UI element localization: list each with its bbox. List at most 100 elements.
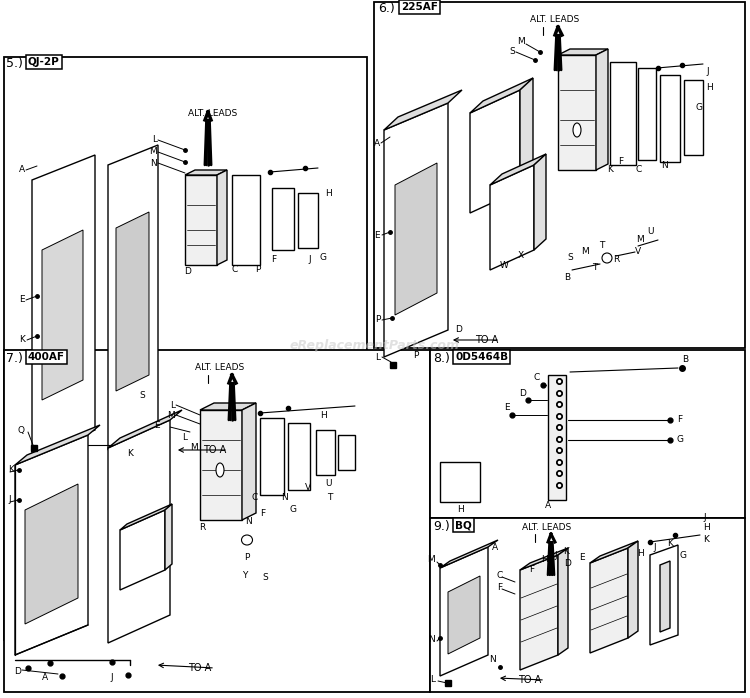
Text: J: J	[111, 674, 113, 683]
Polygon shape	[15, 425, 100, 465]
Text: F: F	[618, 158, 623, 167]
Text: M: M	[636, 235, 644, 244]
Text: H: H	[320, 410, 327, 419]
Polygon shape	[200, 403, 256, 410]
Bar	[374, 2, 745, 348]
Polygon shape	[590, 541, 638, 563]
Text: Q: Q	[18, 426, 25, 434]
Text: K: K	[563, 547, 569, 556]
Text: D: D	[455, 325, 463, 334]
Text: ALT. LEADS: ALT. LEADS	[522, 523, 572, 531]
Text: K: K	[667, 538, 673, 547]
Bar	[4, 350, 430, 692]
Polygon shape	[338, 435, 355, 470]
Text: J: J	[8, 496, 10, 505]
Text: TO A: TO A	[518, 675, 542, 685]
Polygon shape	[185, 170, 227, 175]
Text: G: G	[320, 253, 327, 262]
Text: P: P	[413, 350, 419, 359]
Text: F: F	[260, 509, 266, 517]
Text: L: L	[182, 433, 188, 442]
Text: D: D	[184, 267, 191, 276]
Text: G: G	[680, 551, 687, 560]
Polygon shape	[288, 423, 310, 490]
Text: H: H	[325, 188, 332, 198]
Text: D: D	[565, 558, 572, 567]
Text: ALT. LEADS: ALT. LEADS	[530, 15, 579, 24]
Text: S: S	[262, 574, 268, 583]
Text: H: H	[703, 524, 709, 533]
Polygon shape	[316, 430, 335, 475]
Text: C: C	[534, 373, 540, 383]
Polygon shape	[684, 80, 703, 155]
Polygon shape	[200, 410, 242, 520]
Text: H: H	[706, 84, 712, 93]
Bar	[430, 518, 745, 692]
Text: L: L	[430, 676, 435, 685]
Text: A: A	[492, 544, 498, 553]
Text: E: E	[154, 420, 160, 429]
Text: K: K	[127, 449, 133, 457]
Text: K: K	[20, 336, 25, 345]
Text: J: J	[703, 514, 706, 523]
Polygon shape	[534, 154, 546, 250]
Text: P: P	[244, 554, 250, 563]
Text: W: W	[500, 260, 508, 269]
Text: P: P	[375, 315, 380, 325]
Text: U: U	[646, 228, 653, 237]
Text: E: E	[374, 230, 380, 239]
Polygon shape	[42, 230, 83, 400]
Ellipse shape	[242, 535, 253, 545]
Text: R: R	[613, 255, 620, 265]
Text: E: E	[504, 403, 510, 413]
Text: H: H	[457, 505, 464, 514]
Polygon shape	[384, 103, 448, 357]
Text: X: X	[518, 251, 524, 260]
Polygon shape	[448, 576, 480, 654]
Text: S: S	[140, 390, 145, 399]
Polygon shape	[660, 75, 680, 162]
Text: 400AF: 400AF	[28, 352, 65, 362]
Text: P: P	[255, 265, 261, 274]
Polygon shape	[470, 78, 533, 113]
Polygon shape	[108, 420, 170, 643]
Polygon shape	[596, 49, 608, 170]
Ellipse shape	[216, 463, 224, 477]
Bar	[4, 57, 367, 640]
Polygon shape	[470, 90, 520, 213]
Text: L: L	[152, 135, 157, 144]
Polygon shape	[558, 55, 596, 170]
Text: N: N	[662, 161, 668, 170]
Text: M: M	[190, 443, 198, 452]
Ellipse shape	[573, 123, 581, 137]
Text: M: M	[149, 147, 157, 156]
Polygon shape	[660, 561, 670, 632]
Text: A: A	[545, 501, 551, 510]
Polygon shape	[15, 435, 88, 655]
Text: 7.): 7.)	[6, 352, 22, 365]
Text: eReplacementParts.com: eReplacementParts.com	[290, 339, 460, 352]
Polygon shape	[440, 547, 488, 676]
Text: E: E	[20, 295, 25, 304]
Polygon shape	[558, 548, 568, 655]
Text: G: G	[290, 505, 297, 514]
Text: N: N	[150, 158, 157, 168]
Text: B: B	[682, 355, 688, 364]
Text: L: L	[375, 352, 380, 362]
Text: E: E	[579, 553, 585, 561]
Text: M: M	[581, 248, 589, 256]
Polygon shape	[490, 165, 534, 270]
Text: G: G	[696, 103, 703, 112]
Text: C: C	[496, 570, 503, 579]
Bar	[440, 462, 480, 502]
Text: Y: Y	[242, 570, 248, 579]
Polygon shape	[628, 541, 638, 638]
Polygon shape	[108, 145, 158, 450]
Text: F: F	[677, 415, 682, 424]
Text: 9.): 9.)	[433, 520, 450, 533]
Polygon shape	[165, 504, 172, 570]
Ellipse shape	[602, 253, 612, 263]
Text: 8.): 8.)	[433, 352, 450, 365]
Text: 5.): 5.)	[6, 57, 22, 70]
Text: T: T	[599, 241, 604, 249]
